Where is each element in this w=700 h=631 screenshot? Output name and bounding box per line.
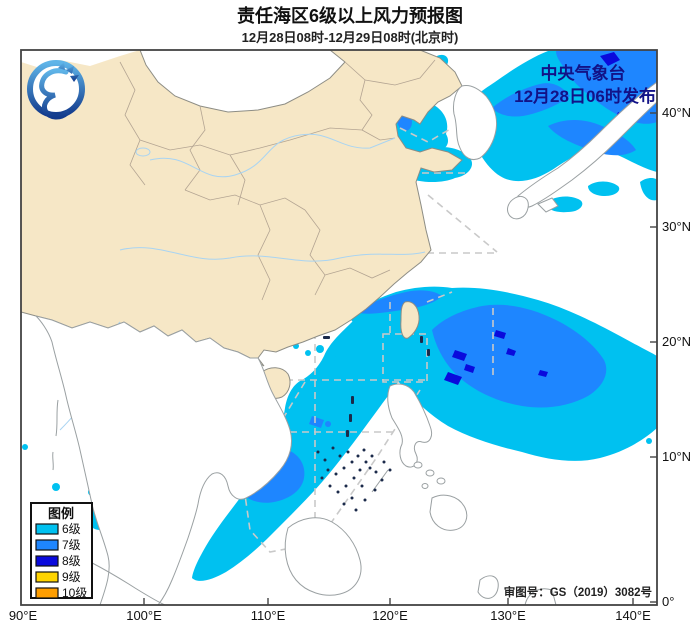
wind-area-7-scs-spot — [309, 416, 324, 428]
legend-label-9: 9级 — [62, 570, 81, 584]
map-frame — [20, 49, 658, 606]
lon-label: 140°E — [615, 608, 651, 623]
wind-area-8-speck — [444, 372, 462, 385]
foreign-coastlines — [34, 81, 657, 605]
legend-swatch-7 — [35, 539, 59, 551]
legend-swatch-8 — [35, 555, 59, 567]
lat-label: 10°N — [662, 449, 691, 464]
lon-label: 120°E — [372, 608, 408, 623]
andaman-islands — [52, 399, 59, 471]
wind-area-8-speck — [600, 52, 620, 66]
legend-swatch-10 — [35, 587, 59, 599]
wind-dot — [22, 444, 28, 450]
wind-dot — [305, 350, 311, 356]
latitude-labels: 40°N 30°N 20°N 10°N 0° — [662, 105, 691, 609]
lat-label: 20°N — [662, 334, 691, 349]
wind-area-8-speck — [452, 350, 467, 361]
island-specks — [316, 336, 430, 512]
mindanao-island — [429, 494, 468, 531]
wind-area-6-south-of-japan-3 — [640, 178, 657, 201]
legend: 图例 6级 7级 8级 9级 10级 — [30, 502, 93, 600]
island-fragment — [524, 588, 557, 605]
wind-dot — [342, 349, 348, 355]
lat-label: 0° — [662, 594, 674, 609]
wind-dot — [635, 429, 641, 435]
lon-label: 130°E — [490, 608, 526, 623]
wind-area-8-speck — [538, 370, 548, 377]
map-license: 审图号：GS（2019）3082号 — [504, 585, 652, 599]
japan-shikoku — [537, 197, 559, 213]
issue-time: 12月28日06时发布 — [514, 86, 656, 106]
wind-area-7-east-of-luzon-core — [432, 304, 607, 408]
page-subtitle: 12月28日08时-12月29日08时(北京时) — [242, 30, 459, 45]
wind-area-8-speck — [464, 364, 475, 373]
taiwan-island — [400, 301, 420, 339]
issuer-name: 中央气象台 — [541, 63, 626, 83]
longitude-labels: 90°E 100°E 110°E 120°E 130°E 140°E — [9, 608, 651, 623]
borneo-island — [284, 517, 362, 596]
wind-dot — [52, 483, 60, 491]
japan-kyushu — [507, 195, 529, 220]
map-canvas: 中央气象台 12月28日06时发布 审图号：GS（2019）3082号 — [21, 50, 657, 605]
legend-swatch-9 — [35, 571, 59, 583]
korea-peninsula — [453, 85, 497, 161]
lat-label: 40°N — [662, 105, 691, 120]
japan-honshu — [516, 81, 657, 208]
legend-label-10: 10级 — [62, 586, 87, 600]
lat-label: 30°N — [662, 219, 691, 234]
palawan-island — [371, 469, 389, 493]
legend-label-7: 7级 — [62, 538, 81, 552]
wind-dot — [615, 439, 621, 445]
wind-area-7-japan-sea-streak-2 — [548, 120, 636, 156]
luzon-island — [387, 383, 433, 468]
legend-label-8: 8级 — [62, 554, 81, 568]
wind-dot — [621, 420, 629, 428]
lon-label: 100°E — [126, 608, 162, 623]
wind-area-6-south-of-japan-2 — [588, 181, 620, 196]
lon-label: 110°E — [251, 608, 286, 623]
wind-dot — [646, 438, 652, 444]
legend-title: 图例 — [48, 506, 74, 521]
indochina-peninsula — [34, 315, 293, 605]
wind-dot — [316, 345, 324, 353]
sulawesi-fragment — [477, 575, 499, 599]
province-borders — [119, 59, 436, 301]
page-title: 责任海区6级以上风力预报图 — [237, 5, 463, 26]
wind-area-7-scs-dot — [325, 421, 331, 427]
lon-label: 90°E — [9, 608, 38, 623]
wind-dot — [330, 355, 336, 361]
legend-swatch-6 — [35, 523, 59, 535]
axis-ticks — [143, 112, 657, 605]
legend-label-6: 6级 — [62, 522, 81, 536]
wind-area-8-speck — [494, 330, 506, 339]
wind-area-8-speck — [506, 348, 516, 356]
wind-area-7-ne-of-taiwan — [356, 290, 442, 314]
wind-area-7-japan-sea-streak-1 — [492, 83, 570, 117]
cma-logo — [27, 60, 85, 120]
